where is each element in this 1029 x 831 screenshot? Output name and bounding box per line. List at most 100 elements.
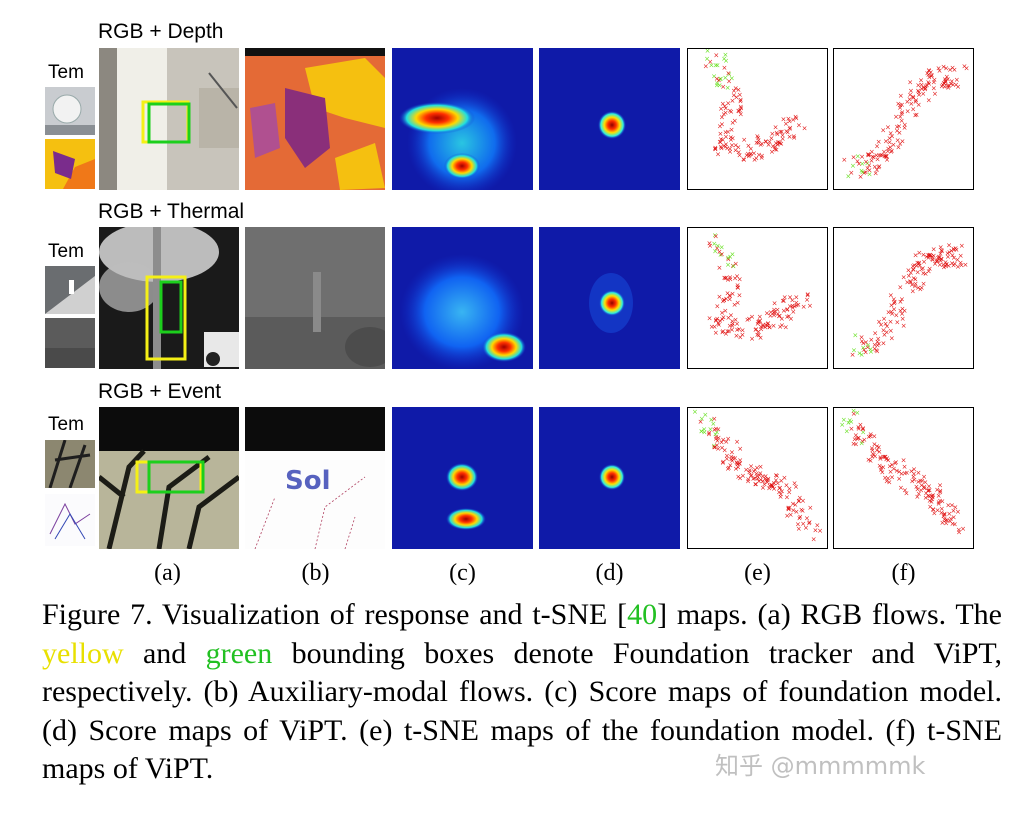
tsne-point: × [942,75,948,83]
tsne-point: × [880,127,886,135]
tsne-point: × [893,311,899,319]
score-map-vipt-thermal [539,227,680,369]
tsne-point: × [786,488,792,496]
tsne-point: × [707,314,713,322]
tsne-point: × [865,344,871,352]
tsne-point: × [735,473,741,481]
tsne-point: × [725,84,731,92]
score-map-foundation-thermal [392,227,533,369]
tsne-point: × [876,448,882,456]
tsne-point: × [877,454,883,462]
tsne-point: × [722,64,728,72]
tsne-point: × [728,455,734,463]
tsne-point: × [792,303,798,311]
tsne-point: × [887,463,893,471]
tsne-point: × [729,126,735,134]
tsne-point: × [943,65,949,73]
tsne-point: × [747,469,753,477]
tsne-point: × [936,253,942,261]
tsne-point: × [917,262,923,270]
tsne-point: × [757,470,763,478]
tsne-point: × [909,478,915,486]
tsne-point: × [717,317,723,325]
tsne-point: × [882,152,888,160]
tsne-point: × [918,77,924,85]
tsne-point: × [717,82,723,90]
tsne-point: × [785,129,791,137]
tsne-point: × [712,430,718,438]
tsne-point: × [718,143,724,151]
tsne-point: × [882,453,888,461]
tsne-point: × [725,276,731,284]
column-label-f: (f) [891,560,916,586]
tsne-point: × [713,317,719,325]
tsne-point: × [797,494,803,502]
tsne-point: × [851,408,857,415]
tsne-point: × [851,153,857,161]
tsne-point: × [760,477,766,485]
tsne-point: × [727,107,733,115]
tsne-point: × [902,121,908,129]
tsne-point: × [714,245,720,253]
tsne-point: × [888,148,894,156]
tsne-point: × [937,489,943,497]
tsne-point: × [805,291,811,299]
tsne-point: × [771,479,777,487]
tsne-point: × [909,281,915,289]
tsne-point: × [732,301,738,309]
tsne-point: × [787,504,793,512]
tsne-point: × [860,426,866,434]
tsne-point: × [737,91,743,99]
tsne-point: × [891,296,897,304]
tsne-point: × [915,269,921,277]
tsne-point: × [884,329,890,337]
tsne-point: × [920,269,926,277]
tsne-point: × [902,469,908,477]
tsne-point: × [935,507,941,515]
caption-ref-link[interactable]: 40 [627,598,658,631]
tsne-point: × [922,86,928,94]
tsne-scatter: ××××××××××××××××××××××××××××××××××××××××… [692,408,823,544]
tsne-point: × [723,438,729,446]
tsne-point: × [781,307,787,315]
tsne-point: × [888,318,894,326]
tsne-point: × [801,303,807,311]
tsne-point: × [789,302,795,310]
tsne-point: × [740,155,746,163]
tsne-point: × [770,143,776,151]
tsne-point: × [713,232,719,240]
tsne-point: × [899,310,905,318]
tsne-point: × [929,72,935,80]
tsne-point: × [725,327,731,335]
tsne-point: × [919,266,925,274]
tsne-point: × [723,105,729,113]
tsne-point: × [723,51,729,59]
tsne-point: × [711,444,717,452]
tsne-point: × [723,140,729,148]
tsne-point: × [921,483,927,491]
tsne-point: × [722,446,728,454]
tsne-point: × [930,506,936,514]
tsne-point: × [725,255,731,263]
tsne-point: × [923,494,929,502]
tsne-point: × [893,458,899,466]
tsne-point: × [855,152,861,160]
tsne-point: × [727,322,733,330]
tsne-point: × [726,78,732,86]
tsne-point: × [937,497,943,505]
tsne-point: × [956,526,962,534]
tsne-point: × [714,82,720,90]
tsne-point: × [870,153,876,161]
tsne-point: × [875,335,881,343]
tsne-point: × [735,281,741,289]
tsne-point: × [895,100,901,108]
tsne-point: × [733,260,739,268]
tsne-point: × [953,245,959,253]
tsne-point: × [952,521,958,529]
tsne-point: × [938,509,944,517]
tsne-point: × [907,79,913,87]
tsne-point: × [883,153,889,161]
tsne-point: × [738,103,744,111]
tsne-point: × [882,474,888,482]
tsne-point: × [926,71,932,79]
